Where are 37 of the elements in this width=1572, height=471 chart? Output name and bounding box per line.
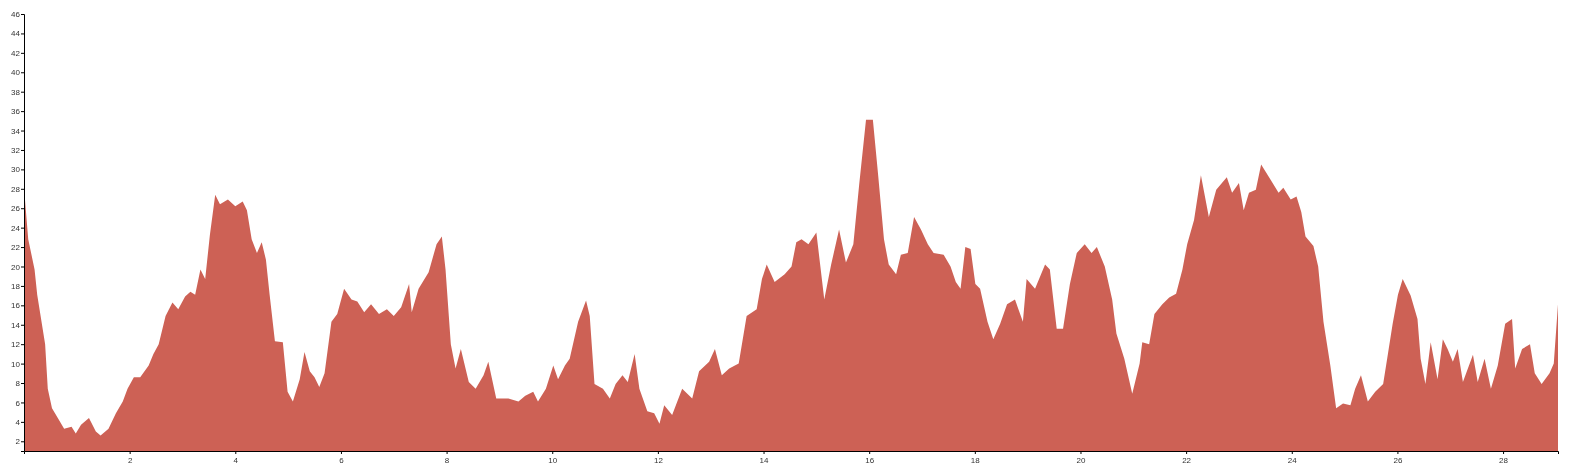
- y-tick-label: 32: [11, 146, 21, 156]
- y-tick-label: 28: [11, 184, 21, 194]
- x-tick-label: 18: [970, 455, 981, 465]
- y-tick-label: 6: [15, 398, 21, 408]
- x-tick-label: 12: [653, 455, 664, 465]
- x-tick-label: 16: [865, 455, 875, 465]
- y-tick-label: 20: [11, 262, 21, 272]
- y-tick-label: 10: [11, 359, 21, 369]
- y-tick-label: 30: [11, 165, 21, 175]
- y-tick-label: 4: [15, 417, 21, 427]
- y-tick-label: 24: [11, 223, 21, 233]
- x-tick-label: 8: [444, 455, 450, 465]
- y-tick-label: 44: [11, 29, 21, 39]
- y-tick-label: 2: [15, 437, 21, 447]
- x-tick-label: 4: [233, 455, 239, 465]
- x-tick-label: 28: [1499, 455, 1509, 465]
- y-tick-label: 26: [11, 204, 21, 214]
- x-tick-label: 10: [548, 455, 558, 465]
- y-tick-label: 40: [11, 68, 21, 78]
- y-tick-label: 14: [11, 320, 21, 330]
- y-tick-label: 36: [11, 107, 21, 117]
- y-tick-label: 46: [11, 10, 21, 20]
- y-tick-label: 42: [11, 48, 21, 58]
- x-tick-label: 24: [1287, 455, 1298, 465]
- y-tick-label: 16: [11, 301, 21, 311]
- x-tick-label: 14: [759, 455, 770, 465]
- y-tick-label: 34: [11, 126, 21, 136]
- y-tick-label: 18: [11, 281, 21, 291]
- y-tick-label: 8: [15, 379, 21, 389]
- x-tick-label: 26: [1393, 455, 1403, 465]
- y-tick-label: 22: [11, 243, 21, 253]
- y-tick-label: 12: [11, 340, 21, 350]
- y-tick-label: 38: [11, 87, 21, 97]
- x-tick-label: 20: [1076, 455, 1086, 465]
- x-tick-label: 6: [339, 455, 345, 465]
- x-tick-label: 22: [1182, 455, 1192, 465]
- x-tick-label: 2: [127, 455, 133, 465]
